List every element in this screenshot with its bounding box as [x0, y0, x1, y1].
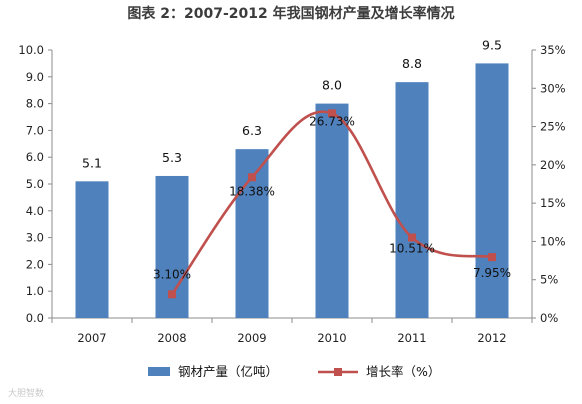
y-left-tick-label: 7.0 [26, 123, 44, 137]
rate-data-label: 26.73% [309, 114, 355, 128]
bar-data-label: 6.3 [242, 123, 262, 138]
x-tick-label: 2007 [77, 331, 106, 345]
x-tick-label: 2012 [477, 331, 506, 345]
x-tick-label: 2008 [157, 331, 186, 345]
y-left-tick-label: 5.0 [26, 177, 44, 191]
x-tick-label: 2009 [237, 331, 266, 345]
bar-data-label: 9.5 [482, 37, 502, 52]
rate-data-label: 3.10% [153, 267, 191, 281]
bar-data-label: 5.3 [162, 150, 182, 165]
legend-swatch-marker [334, 368, 342, 376]
bar-data-label: 5.1 [82, 155, 102, 170]
growth-rate-marker [248, 173, 256, 182]
y-right-tick-label: 10% [540, 234, 566, 248]
bar-data-label: 8.8 [402, 56, 422, 71]
x-tick-label: 2011 [397, 331, 426, 345]
growth-rate-marker [168, 290, 176, 299]
bar [75, 181, 109, 318]
rate-data-label: 18.38% [229, 184, 275, 198]
y-left-tick-label: 9.0 [26, 70, 44, 84]
bar-data-label: 8.0 [322, 78, 342, 93]
chart-title: 图表 2：2007-2012 年我国钢材产量及增长率情况 [127, 6, 455, 22]
watermark: 大胆智数 [8, 389, 45, 399]
y-left-tick-label: 1.0 [26, 284, 44, 298]
bar [315, 103, 349, 318]
y-left-tick-label: 0.0 [26, 311, 44, 325]
legend-label-line: 增长率（%） [366, 364, 440, 379]
growth-rate-marker [408, 233, 416, 242]
y-right-tick-label: 5% [540, 273, 558, 287]
rate-data-label: 10.51% [389, 242, 435, 256]
y-left-tick-label: 6.0 [26, 150, 44, 164]
growth-rate-marker [488, 253, 496, 262]
rate-data-label: 7.95% [473, 266, 511, 280]
y-right-tick-label: 15% [540, 196, 566, 210]
y-left-tick-label: 10.0 [18, 43, 44, 57]
y-right-tick-label: 25% [540, 120, 566, 134]
legend-label-bar: 钢材产量（亿吨） [178, 364, 278, 379]
bar [475, 63, 509, 319]
y-left-tick-label: 4.0 [26, 204, 44, 218]
y-left-tick-label: 8.0 [26, 97, 44, 111]
y-right-tick-label: 0% [540, 311, 558, 325]
y-left-tick-label: 3.0 [26, 231, 44, 245]
growth-rate-marker [328, 109, 336, 118]
y-right-tick-label: 30% [540, 81, 566, 95]
bar [395, 82, 429, 318]
x-tick-label: 2010 [317, 331, 346, 345]
y-right-tick-label: 35% [540, 43, 566, 57]
y-left-tick-label: 2.0 [26, 257, 44, 271]
legend-swatch-bar [148, 367, 170, 376]
y-right-tick-label: 20% [540, 158, 566, 172]
